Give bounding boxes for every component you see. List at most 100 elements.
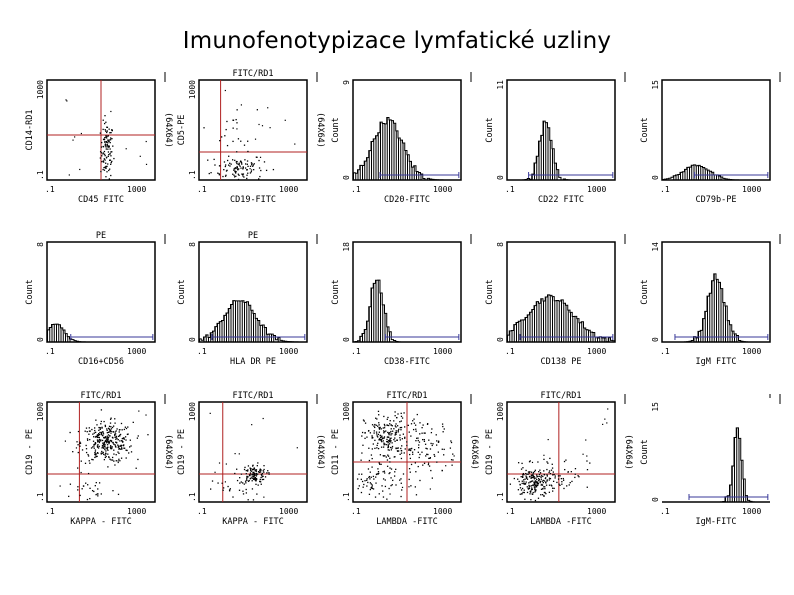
data-point [225,174,227,176]
histogram-bar [531,309,533,342]
data-point [260,469,262,471]
data-point [562,477,564,480]
data-point [95,481,97,484]
data-point [400,449,402,452]
data-point [255,470,257,472]
data-point [242,175,244,177]
data-point [107,146,109,148]
data-point [99,438,101,441]
data-point [523,474,525,476]
data-point [100,493,102,495]
data-point [103,150,106,153]
data-point [409,457,412,460]
data-point [261,474,263,476]
data-point [127,426,129,428]
data-point [389,472,391,474]
data-point [396,416,398,419]
data-point [107,135,109,137]
data-point [523,489,525,491]
data-point [384,485,387,488]
data-point [135,467,137,469]
x-axis-label: CD22 FITC [538,195,584,205]
data-point [383,423,386,426]
data-point [586,469,589,471]
data-point [227,485,229,488]
data-point [99,132,102,134]
data-point [533,470,536,473]
histogram-bar [727,320,729,342]
data-point [376,447,378,449]
data-point [261,476,263,478]
data-point [602,423,604,425]
y-tick-label: .1 [496,492,505,502]
data-point [533,482,536,485]
data-point [93,436,95,438]
data-point [410,448,412,450]
data-point [528,487,531,490]
data-point [96,436,99,439]
data-point [382,496,385,498]
data-point [246,177,248,180]
data-point [409,471,411,473]
data-point [208,172,210,175]
data-point [255,483,257,485]
y-tick-label: 0 [342,175,351,180]
x-tick-label: .1 [505,507,515,516]
histogram-bar [384,123,386,180]
data-point [229,165,231,167]
data-point [606,422,608,424]
histogram-bar [373,283,375,342]
data-point [258,167,261,169]
data-point [383,415,385,418]
data-point [253,169,255,171]
data-point [362,486,364,488]
data-point [406,441,408,443]
histogram-bar [241,300,243,342]
x-tick-label: 1000 [279,507,298,516]
data-point [386,465,389,467]
data-point [542,475,544,478]
data-point [531,461,534,464]
data-point [540,478,542,480]
data-point [566,485,568,487]
data-point [110,430,112,432]
data-point [375,476,377,478]
data-point [102,153,104,155]
data-point [247,469,249,471]
data-point [119,445,121,447]
data-point [247,165,249,168]
data-point [380,438,382,441]
histogram-bar [373,138,375,180]
data-point [361,431,364,434]
histogram-bar [226,312,228,342]
panel-frame [198,79,308,181]
data-point [525,472,527,475]
data-point [108,456,110,458]
x-axis-label: CD16+CD56 [78,357,124,367]
data-point [93,447,95,449]
data-point [388,449,390,451]
data-point [408,468,411,470]
y-tick-label: 0 [188,337,197,342]
data-point [126,449,128,452]
data-point [387,447,389,449]
data-point [517,462,520,464]
data-point [546,461,548,463]
data-point [567,471,569,473]
y-axis-label: Count [640,439,650,465]
data-point [423,440,426,443]
data-point [114,445,117,447]
data-point [107,431,110,433]
data-point [240,481,242,483]
y-axis-label: Count [331,279,341,305]
y-tick-label: 1000 [36,402,45,421]
data-point [111,129,113,131]
data-point [543,494,545,497]
data-point [419,479,421,482]
data-point [388,472,390,475]
y-tick-label: 15 [651,80,660,90]
data-point [95,453,97,455]
data-point [107,441,109,443]
histogram-bar [547,127,549,180]
